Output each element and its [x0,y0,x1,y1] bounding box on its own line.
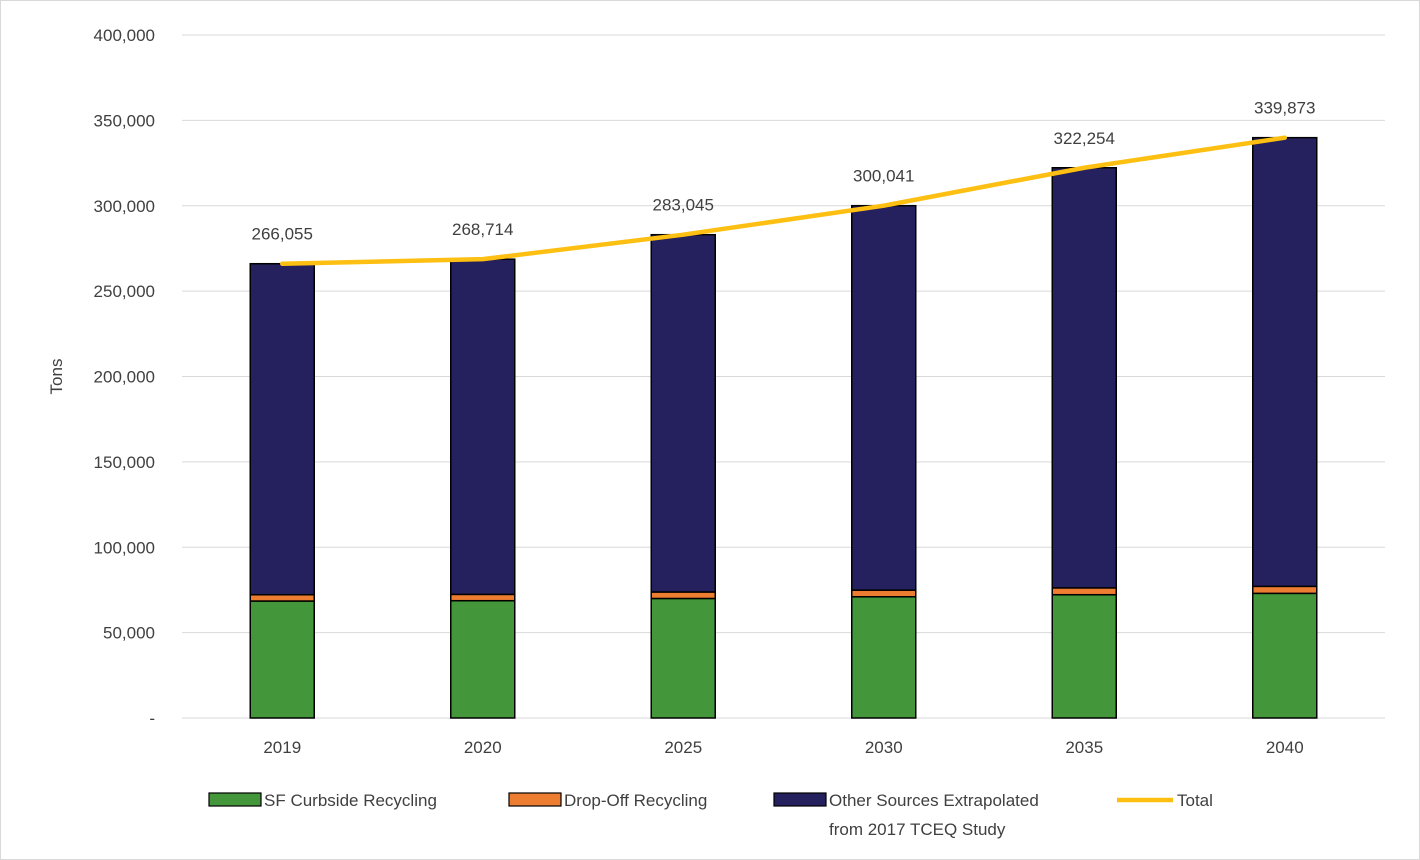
x-tick-label: 2040 [1266,738,1304,757]
x-tick-label: 2035 [1065,738,1103,757]
bar-segment [249,593,315,602]
legend: SF Curbside Recycling Drop-Off Recycling O… [208,791,1213,839]
bar-segment [650,597,716,719]
y-tick-label: - [149,709,155,728]
y-tick-label: 400,000 [94,26,155,45]
bar-segment [1252,585,1318,595]
legend-label: Other Sources Extrapolated [829,791,1039,810]
legend-swatch [773,792,827,807]
bar-segment [1252,136,1318,588]
legend-label: Total [1177,791,1213,810]
total-line-path [280,135,1287,266]
bar-segment [1051,593,1117,719]
y-tick-label: 150,000 [94,453,155,472]
legend-label: Drop-Off Recycling [564,791,707,810]
data-label: 322,254 [1054,129,1115,148]
y-tick-label: 350,000 [94,111,155,130]
y-tick-label: 100,000 [94,538,155,557]
legend-swatch [208,792,262,807]
total-line [280,135,1287,266]
legend-label: SF Curbside Recycling [264,791,437,810]
x-tick-label: 2020 [464,738,502,757]
data-labels: 266,055 268,714 283,045 300,041 322,254 339,8… [252,99,1316,244]
bar-segment [851,204,917,591]
gridlines [182,34,1385,719]
x-tick-label: 2030 [865,738,903,757]
data-label: 339,873 [1254,99,1315,118]
x-tick-label: 2019 [263,738,301,757]
bar-segment [650,591,716,600]
bar-segment [1051,167,1117,589]
y-axis-title: Tons [47,359,66,395]
bar-segment [650,233,716,593]
x-tick-label: 2025 [664,738,702,757]
bar-segment [851,589,917,598]
legend-label: from 2017 TCEQ Study [829,820,1006,839]
y-tick-label: 300,000 [94,197,155,216]
bar-segment [249,600,315,719]
y-tick-label: 50,000 [103,624,155,643]
bars [249,136,1318,719]
data-label: 268,714 [452,220,513,239]
data-label: 283,045 [653,196,714,215]
legend-swatch [508,792,562,807]
bar-segment [851,596,917,719]
y-tick-label: 200,000 [94,368,155,387]
x-axis-tick-labels: 2019 2020 2025 2030 2035 2040 [263,738,1303,757]
bar-segment [450,258,516,596]
data-label: 300,041 [853,167,914,186]
bar-segment [249,262,315,596]
bar-segment [1252,592,1318,719]
data-label: 266,055 [252,225,313,244]
bar-segment [1051,587,1117,596]
bar-segment [450,599,516,719]
y-axis-tick-labels: - 50,000 100,000 150,000 200,000 250,000 300,0… [94,26,155,728]
bar-segment [450,593,516,602]
y-tick-label: 250,000 [94,282,155,301]
